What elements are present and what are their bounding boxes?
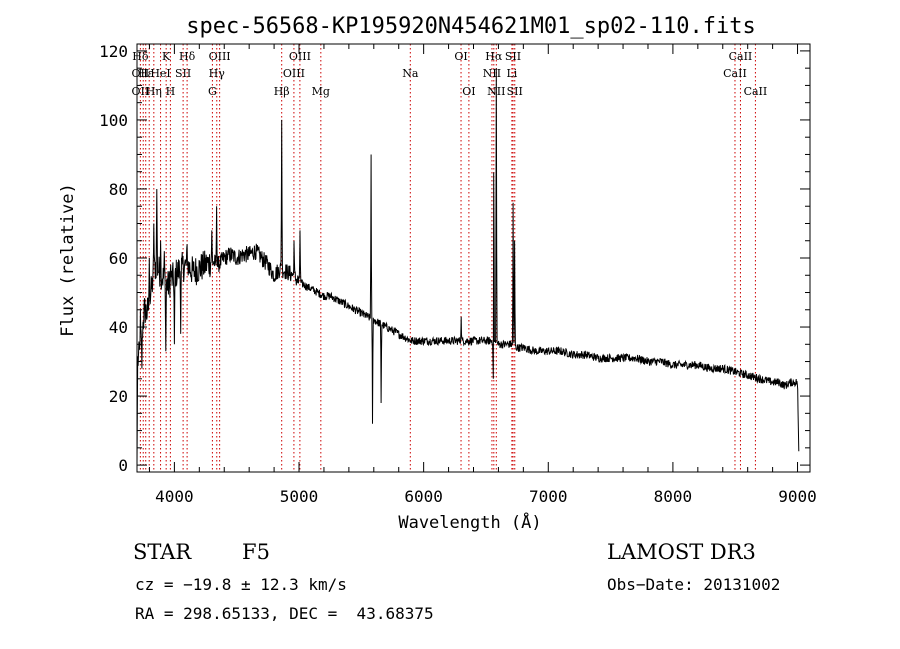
line-label: G — [208, 85, 217, 98]
line-label: SII — [175, 67, 191, 80]
line-label: Hε — [138, 67, 154, 80]
y-tick-label: 40 — [109, 318, 128, 337]
line-label: OI — [454, 50, 467, 63]
spectral-subclass: F5 — [242, 540, 270, 564]
line-markers — [139, 44, 756, 472]
line-label: H — [166, 85, 176, 98]
y-tick-label: 100 — [99, 111, 128, 130]
y-tick-label: 0 — [118, 456, 128, 475]
chart-title: spec-56568-KP195920N454621M01_sp02-110.f… — [186, 14, 756, 39]
line-label: Hη — [146, 85, 162, 98]
y-tick-label: 60 — [109, 249, 128, 268]
object-type: STAR — [133, 540, 192, 564]
line-label: Hδ — [132, 50, 149, 63]
line-label: Mg — [312, 85, 330, 98]
y-tick-label: 20 — [109, 387, 128, 406]
x-tick-label: 9000 — [778, 487, 817, 506]
line-label: HeI — [150, 67, 170, 80]
x-tick-label: 5000 — [280, 487, 319, 506]
line-label: CaII — [744, 85, 768, 98]
x-tick-label: 4000 — [155, 487, 194, 506]
line-label: CaII — [723, 67, 747, 80]
line-label: OI — [462, 85, 475, 98]
x-axis-ticks: 4000 5000 6000 7000 8000 9000 — [148, 44, 817, 506]
line-label: SII — [505, 50, 521, 63]
line-label: Na — [402, 67, 419, 80]
line-label: Hβ — [274, 85, 290, 98]
line-label: OIII — [289, 50, 311, 63]
y-axis-label: Flux (relative) — [58, 183, 78, 337]
x-tick-label: 7000 — [529, 487, 568, 506]
line-label: Hγ — [209, 67, 226, 80]
y-axis-ticks: 0 20 40 60 80 100 120 — [99, 42, 810, 475]
line-label: Li — [506, 67, 517, 80]
line-label: K — [162, 50, 171, 63]
redshift-velocity: cz = −19.8 ± 12.3 km/s — [135, 575, 347, 594]
line-label: Hα — [485, 50, 503, 63]
line-label: NII — [483, 67, 501, 80]
spectrum-line — [136, 68, 800, 466]
coordinates: RA = 298.65133, DEC = 43.68375 — [135, 604, 434, 623]
x-tick-label: 6000 — [404, 487, 443, 506]
line-label: OIII — [209, 50, 231, 63]
x-tick-label: 8000 — [654, 487, 693, 506]
y-tick-label: 80 — [109, 180, 128, 199]
line-label: Hδ — [179, 50, 196, 63]
line-label: OII — [132, 85, 150, 98]
line-label: CaII — [729, 50, 753, 63]
line-label: SII — [507, 85, 523, 98]
x-axis-label: Wavelength (Å) — [398, 511, 541, 533]
spectrum-series — [136, 68, 800, 466]
line-label: OII — [132, 67, 150, 80]
survey-name: LAMOST DR3 — [607, 540, 756, 564]
y-tick-label: 120 — [99, 42, 128, 61]
observation-date: Obs−Date: 20131002 — [607, 575, 781, 594]
line-label: OIII — [283, 67, 305, 80]
